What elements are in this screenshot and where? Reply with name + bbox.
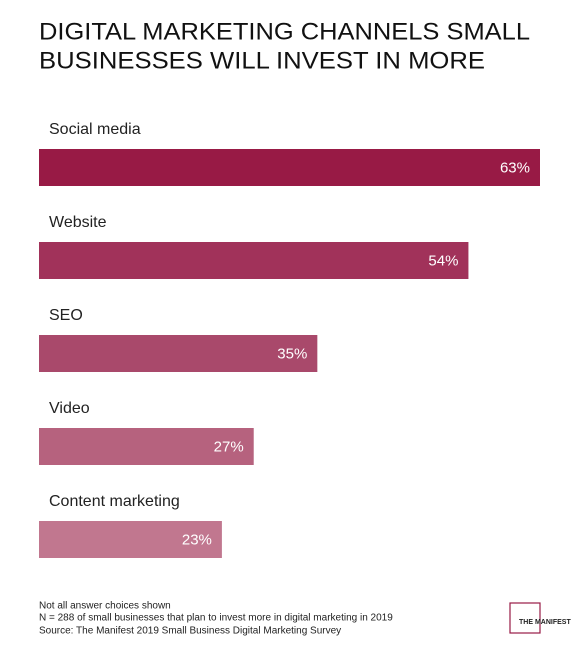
category-label: Content marketing — [49, 493, 180, 510]
category-label: SEO — [49, 307, 83, 324]
footnote: Not all answer choices shown — [39, 601, 171, 612]
chart-title: BUSINESSES WILL INVEST IN MORE — [39, 47, 485, 74]
footnote: Source: The Manifest 2019 Small Business… — [39, 626, 341, 637]
value-label: 23% — [182, 531, 212, 548]
category-label: Video — [49, 400, 90, 417]
chart-title: DIGITAL MARKETING CHANNELS SMALL — [39, 18, 530, 45]
bar — [39, 521, 222, 558]
bar — [39, 242, 469, 279]
bar — [39, 428, 254, 465]
bar — [39, 335, 318, 372]
logo: THE MANIFEST — [519, 619, 571, 626]
bar — [39, 149, 540, 186]
category-label: Website — [49, 214, 107, 231]
value-label: 63% — [500, 159, 530, 176]
footnote: N = 288 of small businesses that plan to… — [39, 613, 393, 624]
category-label: Social media — [49, 121, 141, 138]
value-label: 54% — [428, 252, 458, 269]
value-label: 35% — [277, 345, 307, 362]
logo-box — [509, 602, 541, 634]
value-label: 27% — [214, 438, 244, 455]
